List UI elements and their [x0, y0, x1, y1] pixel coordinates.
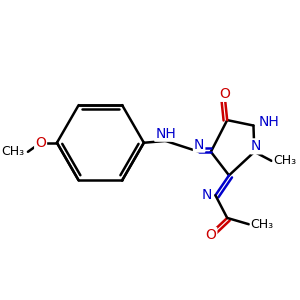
Text: N: N: [194, 138, 204, 152]
Text: NH: NH: [155, 127, 176, 141]
Text: N: N: [251, 140, 261, 153]
Text: CH₃: CH₃: [1, 145, 24, 158]
Text: O: O: [35, 136, 46, 150]
Text: O: O: [206, 228, 216, 242]
Text: NH: NH: [259, 115, 280, 129]
Text: O: O: [219, 87, 230, 101]
Text: CH₃: CH₃: [251, 218, 274, 231]
Text: CH₃: CH₃: [273, 154, 296, 167]
Text: N: N: [201, 188, 212, 202]
